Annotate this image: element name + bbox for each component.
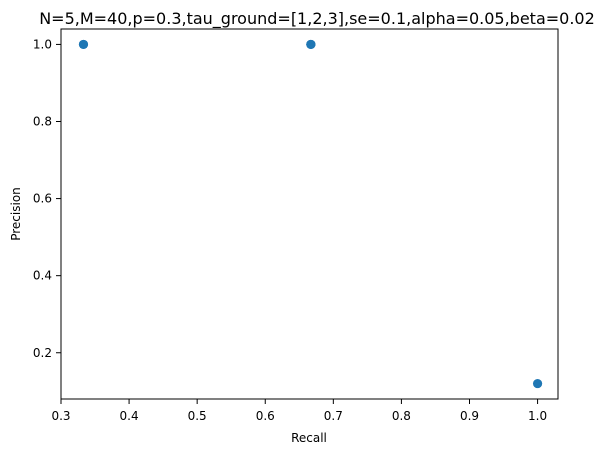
x-tick-label: 0.8 — [392, 409, 411, 423]
y-tick-label: 0.6 — [33, 192, 52, 206]
x-tick-label: 0.3 — [51, 409, 70, 423]
x-axis-label: Recall — [291, 431, 327, 445]
x-tick-label: 0.4 — [120, 409, 139, 423]
plot-area — [60, 28, 559, 400]
y-tick-label: 0.8 — [33, 115, 52, 129]
scatter-point — [78, 39, 89, 50]
y-tick-label: 1.0 — [33, 37, 52, 51]
chart-title: N=5,M=40,p=0.3,tau_ground=[1,2,3],se=0.1… — [39, 9, 595, 29]
scatter-point — [532, 378, 543, 389]
y-axis-label: Precision — [9, 187, 23, 241]
data-points — [78, 39, 543, 389]
x-tick-label: 0.6 — [256, 409, 275, 423]
y-axis-ticks: 0.2 0.4 0.6 0.8 1.0 — [33, 37, 61, 360]
scatter-point — [306, 39, 316, 50]
y-tick-label: 0.4 — [33, 269, 52, 283]
y-tick-label: 0.2 — [33, 346, 52, 360]
x-tick-label: 0.7 — [324, 409, 343, 423]
x-tick-label: 0.9 — [460, 409, 479, 423]
x-axis-ticks: 0.3 0.4 0.5 0.6 0.7 0.8 0.9 1.0 — [51, 399, 547, 423]
x-tick-label: 1.0 — [528, 409, 547, 423]
x-tick-label: 0.5 — [188, 409, 207, 423]
